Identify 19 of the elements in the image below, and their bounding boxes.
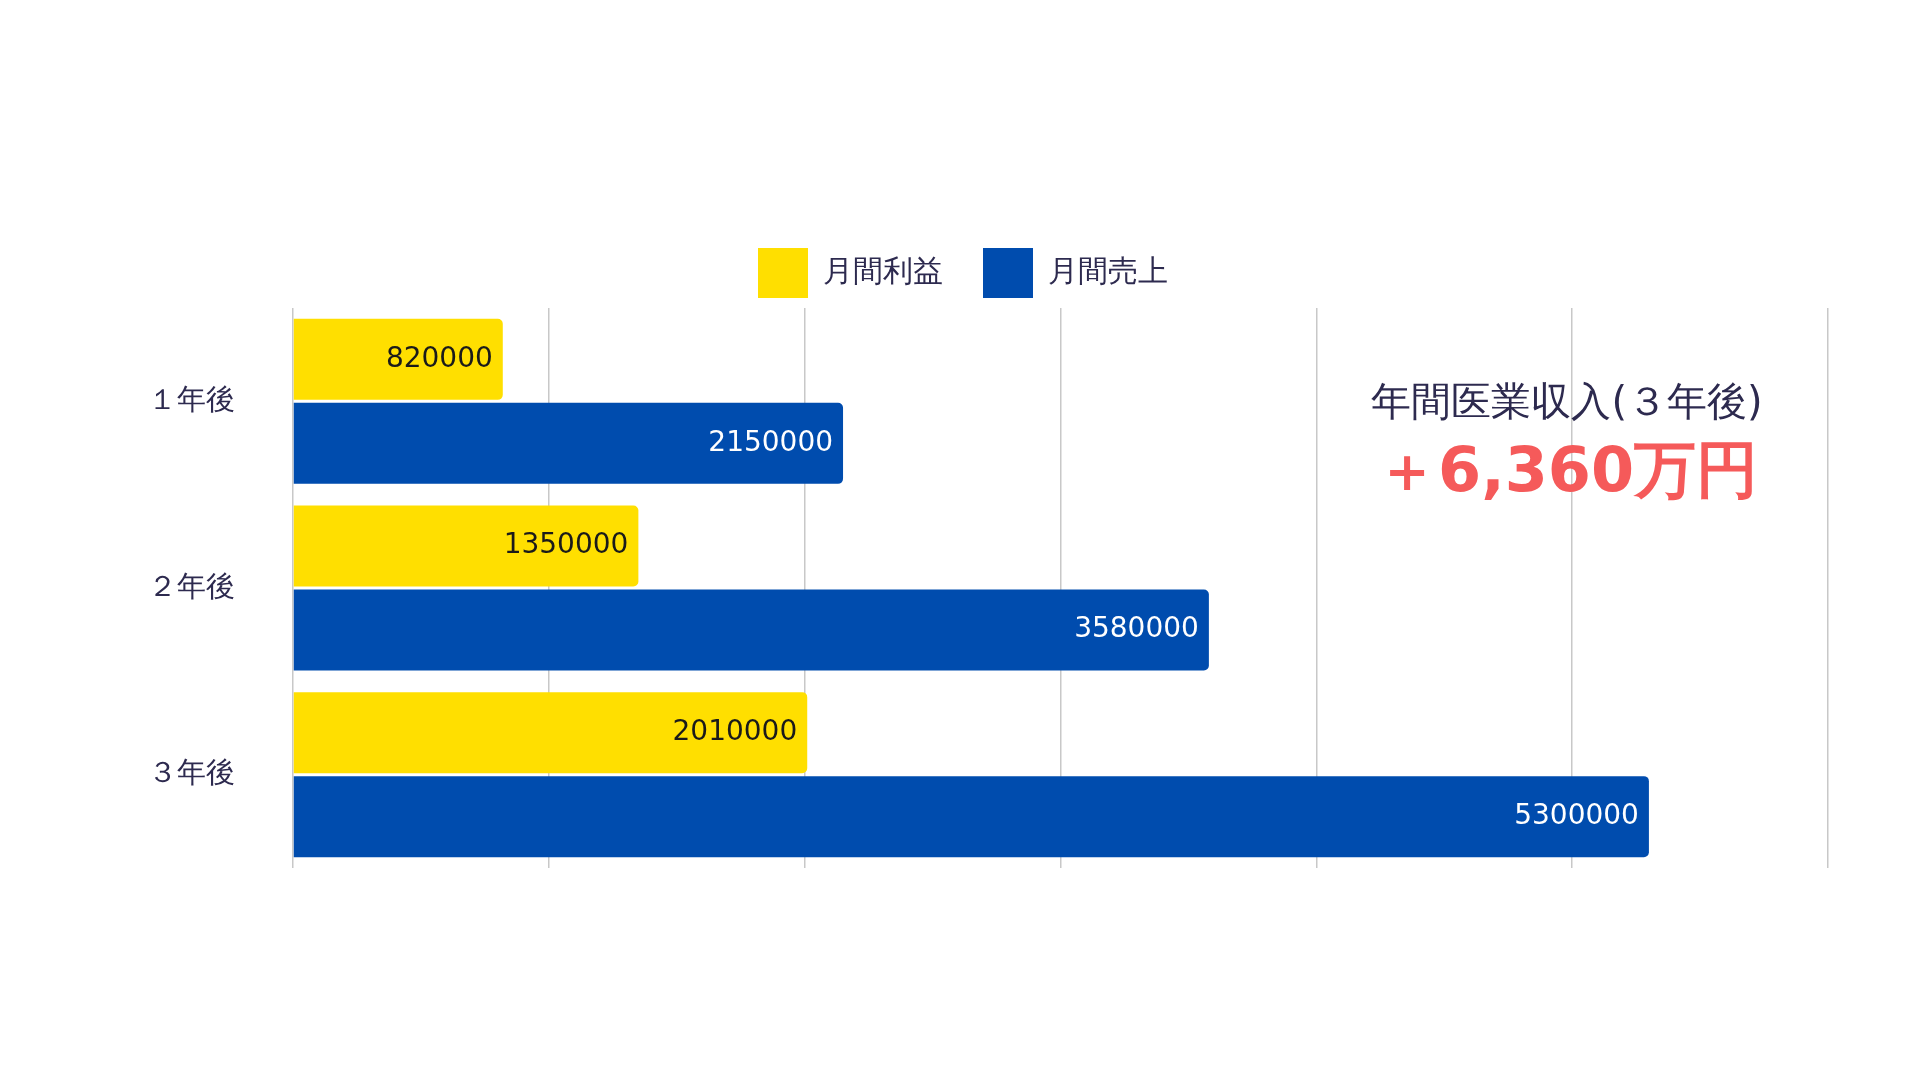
legend-label: 月間利益: [823, 252, 943, 288]
y-tick-label: ３年後: [148, 755, 235, 790]
data-label: 2010000: [672, 713, 798, 747]
y-tick-label: １年後: [148, 381, 235, 416]
bar: [293, 776, 1649, 858]
bar: [293, 505, 639, 587]
data-label: 3580000: [1074, 611, 1199, 645]
legend-label: 月間売上: [1048, 252, 1168, 288]
bar: [293, 589, 1209, 671]
bar: [293, 692, 808, 774]
data-label: 1350000: [503, 527, 629, 561]
bar: [293, 402, 844, 484]
annotation: 年間医業収入(３年後): [1371, 378, 1763, 425]
data-label: 5300000: [1514, 797, 1639, 831]
data-label: 820000: [385, 340, 493, 374]
annotation: ＋6,360万円: [1375, 433, 1759, 507]
y-tick-label: ２年後: [148, 568, 235, 603]
data-label: 2150000: [708, 424, 834, 458]
bar: [293, 318, 503, 400]
